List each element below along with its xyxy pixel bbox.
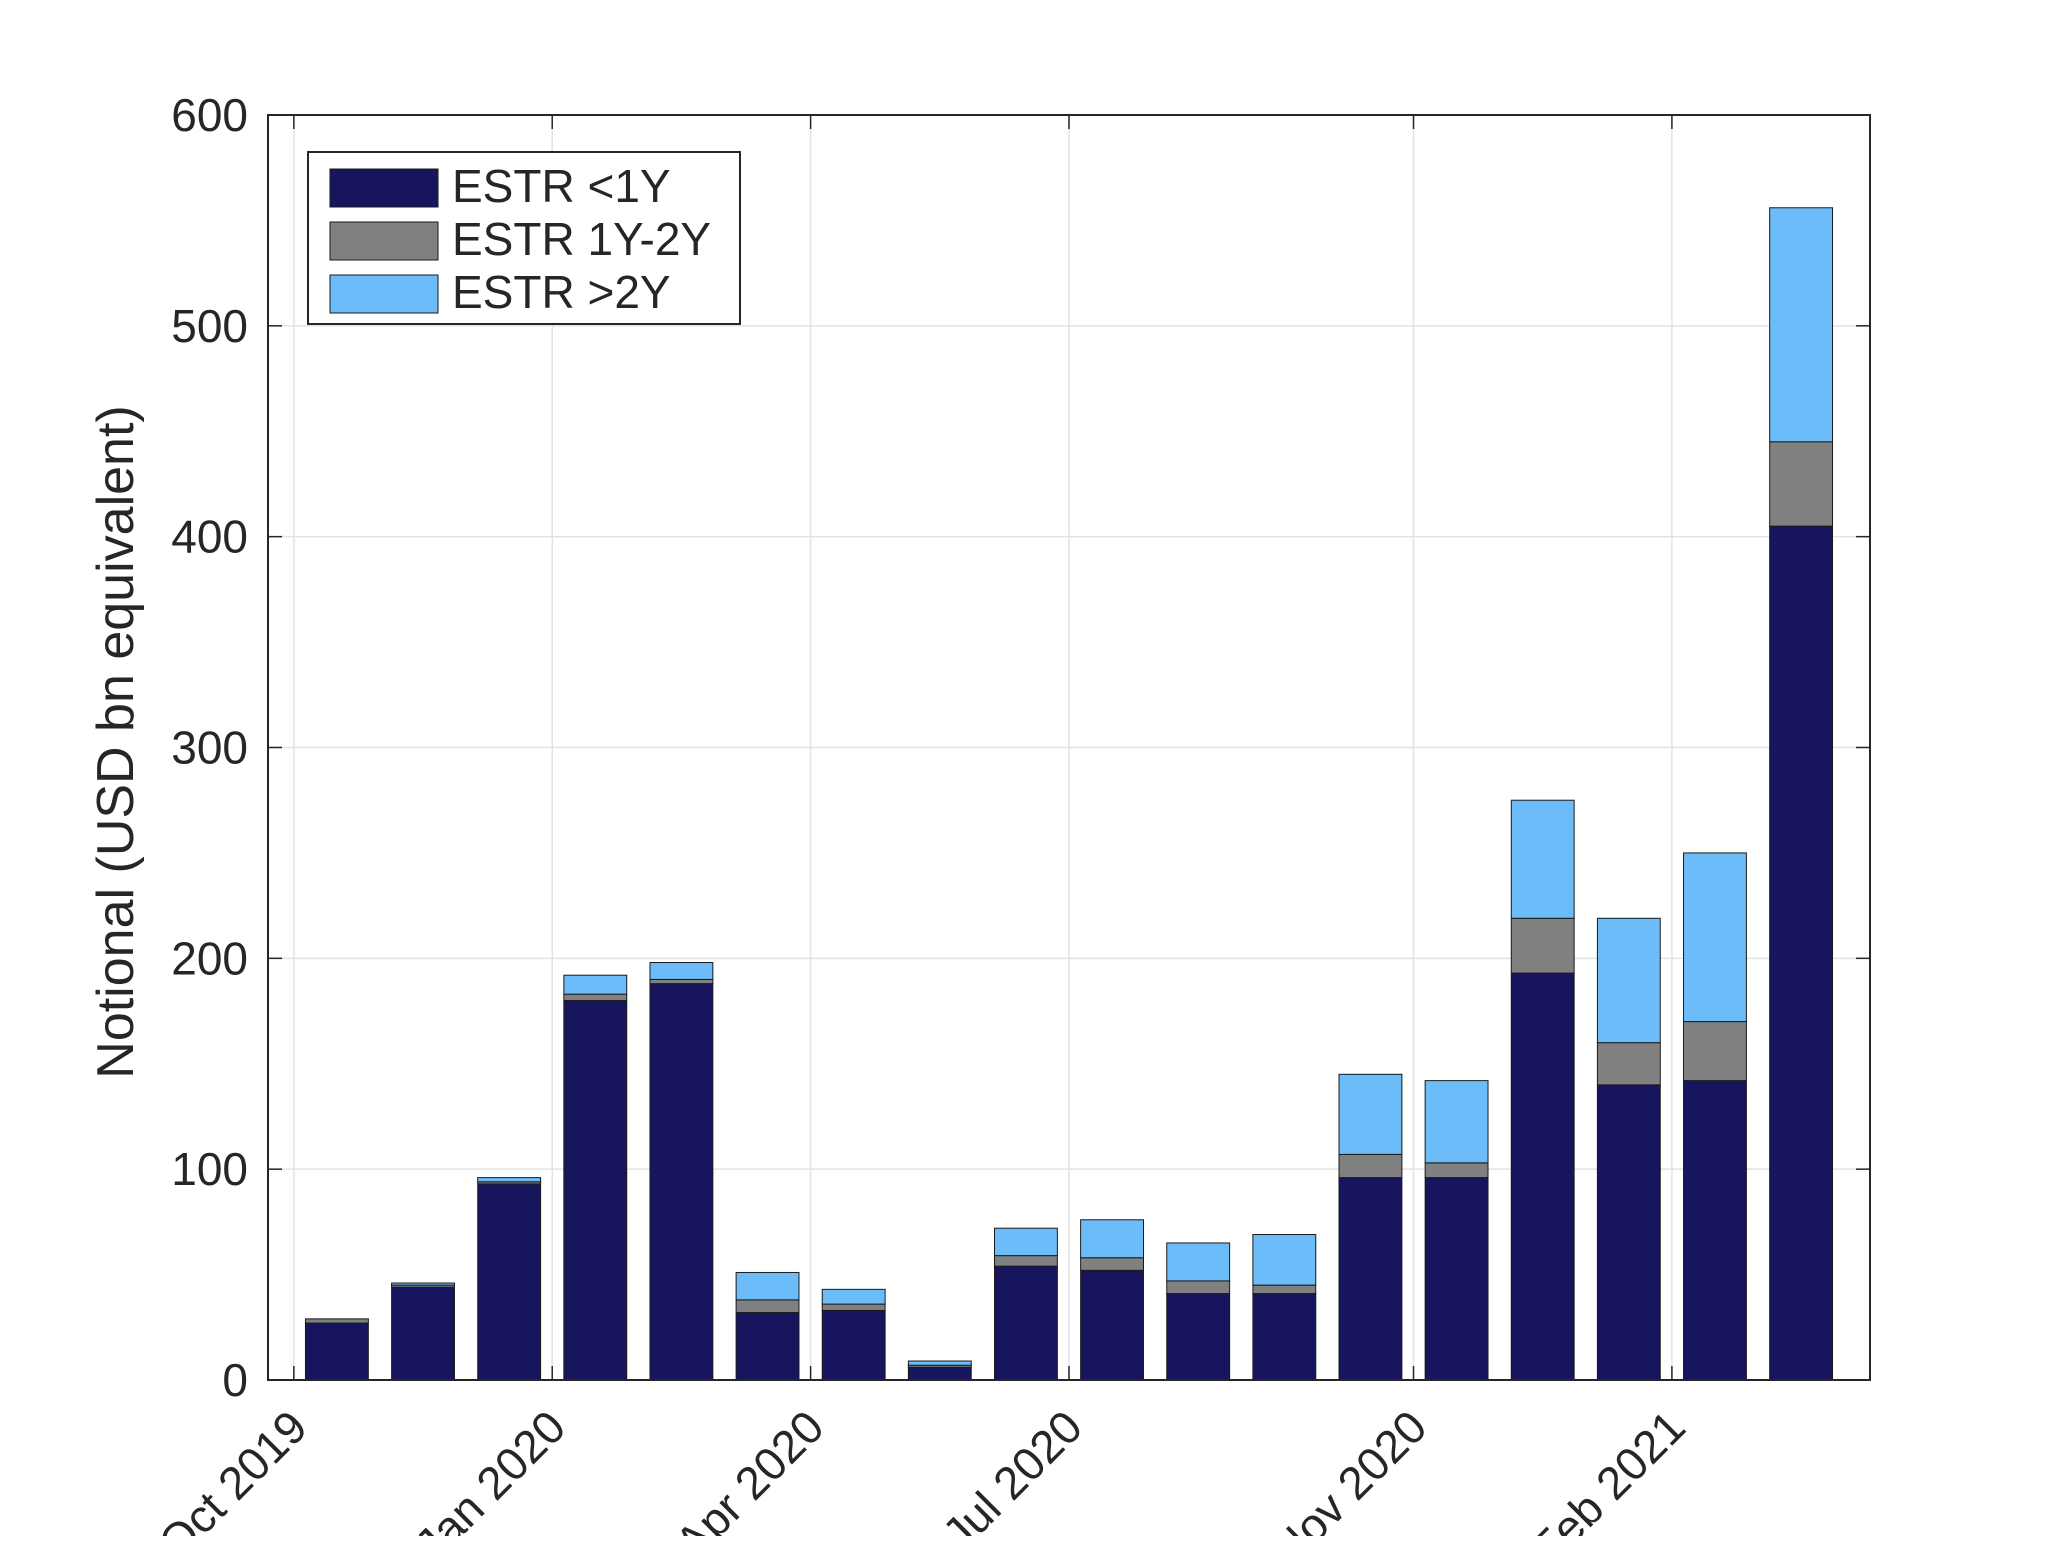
bar-segment-series-2-category-17 <box>1769 207 1834 443</box>
y-tick-label: 500 <box>171 300 248 352</box>
bar-segment-series-0-category-6 <box>821 1309 886 1381</box>
bar-segment-series-2-category-3 <box>563 974 628 995</box>
bar-segment-series-2-category-15 <box>1596 917 1661 1044</box>
y-tick-label: 0 <box>222 1354 248 1406</box>
legend-label-0: ESTR <1Y <box>452 160 671 212</box>
bar-segment-series-0-category-4 <box>649 983 714 1381</box>
bar-segment-series-0-category-15 <box>1596 1084 1661 1381</box>
bar-segment-series-2-category-5 <box>735 1271 800 1301</box>
y-tick-label: 300 <box>171 722 248 774</box>
bar-segment-series-0-category-12 <box>1338 1177 1403 1381</box>
bar-segment-series-1-category-3 <box>563 993 628 1001</box>
bar-segment-series-0-category-2 <box>477 1183 542 1381</box>
bar-segment-series-1-category-16 <box>1683 1021 1747 1082</box>
bar-segment-series-2-category-2 <box>477 1177 542 1183</box>
bar-segment-series-2-category-11 <box>1252 1234 1317 1286</box>
bar-segment-series-2-category-13 <box>1424 1080 1489 1164</box>
bar-segment-series-1-category-8 <box>993 1255 1058 1267</box>
grid-layer <box>268 115 1870 1380</box>
bar-segment-series-0-category-7 <box>907 1366 972 1381</box>
bar-segment-series-0-category-0 <box>304 1322 369 1381</box>
y-tick-label: 400 <box>171 511 248 563</box>
bar-segment-series-0-category-5 <box>735 1312 800 1381</box>
bar-segment-series-1-category-11 <box>1252 1284 1317 1295</box>
legend-swatch-2 <box>329 274 439 314</box>
bar-segment-series-2-category-12 <box>1338 1073 1403 1155</box>
legend-swatch-1 <box>329 221 439 261</box>
bar-segment-series-0-category-8 <box>993 1265 1058 1381</box>
bar-segment-series-1-category-17 <box>1769 441 1834 527</box>
bar-segment-series-2-category-7 <box>907 1360 972 1366</box>
bar-segment-series-0-category-13 <box>1424 1177 1489 1381</box>
legend-label-2: ESTR >2Y <box>452 266 671 318</box>
bar-segment-series-1-category-15 <box>1596 1042 1661 1086</box>
bar-segment-series-1-category-13 <box>1424 1162 1489 1179</box>
bar-segment-series-2-category-10 <box>1166 1242 1231 1282</box>
bar-segment-series-2-category-9 <box>1080 1219 1145 1259</box>
bar-segment-series-0-category-10 <box>1166 1293 1231 1381</box>
bar-segment-series-1-category-12 <box>1338 1153 1403 1179</box>
bar-segment-series-0-category-1 <box>391 1286 455 1381</box>
bar-segment-series-1-category-4 <box>649 978 714 985</box>
y-tick-label: 100 <box>171 1143 248 1195</box>
bar-segment-series-1-category-6 <box>821 1303 886 1311</box>
y-tick-label: 600 <box>171 89 248 141</box>
bar-segment-series-2-category-4 <box>649 962 714 980</box>
bar-segment-series-2-category-8 <box>993 1227 1058 1257</box>
bar-segment-series-2-category-16 <box>1683 852 1747 1023</box>
legend-swatch-0 <box>329 168 439 208</box>
y-tick-label: 200 <box>171 932 248 984</box>
bar-segment-series-1-category-14 <box>1510 917 1575 974</box>
legend-label-1: ESTR 1Y-2Y <box>452 213 711 265</box>
bar-segment-series-0-category-17 <box>1769 525 1834 1381</box>
bar-segment-series-0-category-3 <box>563 1000 628 1381</box>
bar-segment-series-0-category-14 <box>1510 972 1575 1381</box>
bar-segment-series-1-category-0 <box>304 1318 369 1324</box>
y-axis-label: Notional (USD bn equivalent) <box>87 405 145 1078</box>
bar-segment-series-2-category-1 <box>391 1282 455 1286</box>
bar-segment-series-0-category-9 <box>1080 1269 1145 1381</box>
bar-segment-series-0-category-11 <box>1252 1293 1317 1381</box>
bar-segment-series-1-category-5 <box>735 1299 800 1314</box>
bar-segment-series-2-category-14 <box>1510 799 1575 919</box>
bar-segment-series-1-category-9 <box>1080 1257 1145 1271</box>
bar-segment-series-0-category-16 <box>1683 1080 1747 1381</box>
bar-segment-series-2-category-6 <box>821 1288 886 1305</box>
bar-segment-series-1-category-10 <box>1166 1280 1231 1295</box>
